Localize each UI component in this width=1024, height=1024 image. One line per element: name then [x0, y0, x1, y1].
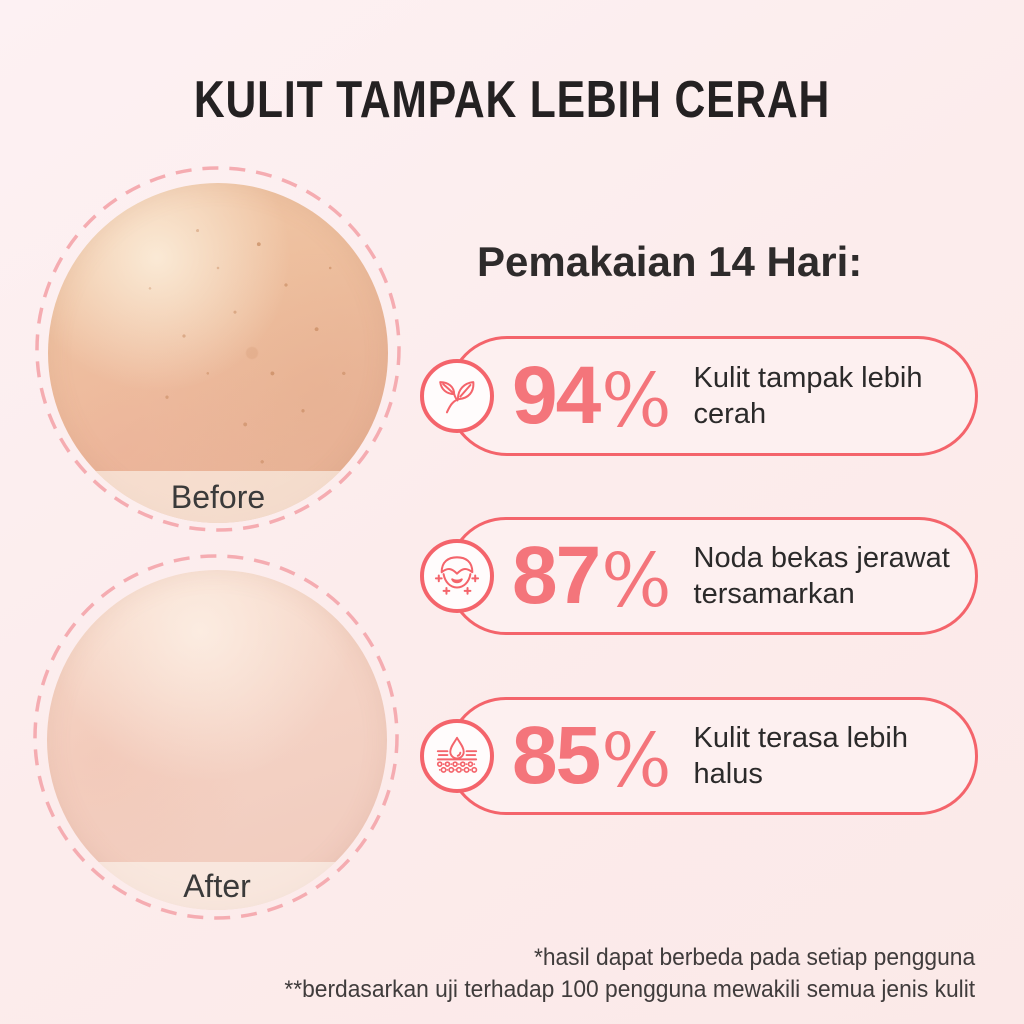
- stat-value: 94 %: [512, 350, 672, 444]
- stat-pill-smoother: 85 % Kulit terasa lebih halus: [420, 697, 978, 815]
- face-sparkle-icon: [420, 539, 494, 613]
- results-heading: Pemakaian 14 Hari:: [477, 238, 863, 285]
- stat-number: 94: [512, 350, 601, 441]
- stat-label: Noda bekas jerawat tersamarkan: [693, 541, 950, 610]
- stat-number: 85: [512, 710, 601, 801]
- stat-label: Kulit tampak lebih cerah: [693, 361, 923, 430]
- after-label: After: [183, 867, 251, 904]
- stat-value: 87 %: [512, 530, 672, 624]
- stat-value: 85 %: [512, 710, 672, 804]
- before-label-band: Before: [48, 471, 388, 523]
- stat-pill-brighter: 94 % Kulit tampak lebih cerah: [420, 336, 978, 456]
- percent-sign: %: [601, 718, 672, 804]
- footnotes: *hasil dapat berbeda pada setiap penggun…: [284, 942, 975, 1005]
- stat-label: Kulit terasa lebih halus: [693, 721, 908, 790]
- percent-sign: %: [601, 358, 672, 444]
- page-title: KULIT TAMPAK LEBIH CERAH: [193, 71, 831, 129]
- before-label: Before: [170, 478, 266, 515]
- stat-number: 87: [512, 530, 601, 621]
- footnote-2: **berdasarkan uji terhadap 100 pengguna …: [284, 975, 975, 1003]
- droplet-skin-icon: [420, 719, 494, 793]
- before-photo: Before: [48, 183, 388, 523]
- after-photo: After: [47, 570, 387, 910]
- leaves-icon: [420, 359, 494, 433]
- percent-sign: %: [601, 538, 672, 624]
- stat-pill-acne-marks: 87 % Noda bekas jerawat tersamarkan: [420, 517, 978, 635]
- after-label-band: After: [47, 862, 387, 910]
- footnote-1: *hasil dapat berbeda pada setiap penggun…: [533, 944, 975, 971]
- skin-freckles-texture: [48, 183, 388, 523]
